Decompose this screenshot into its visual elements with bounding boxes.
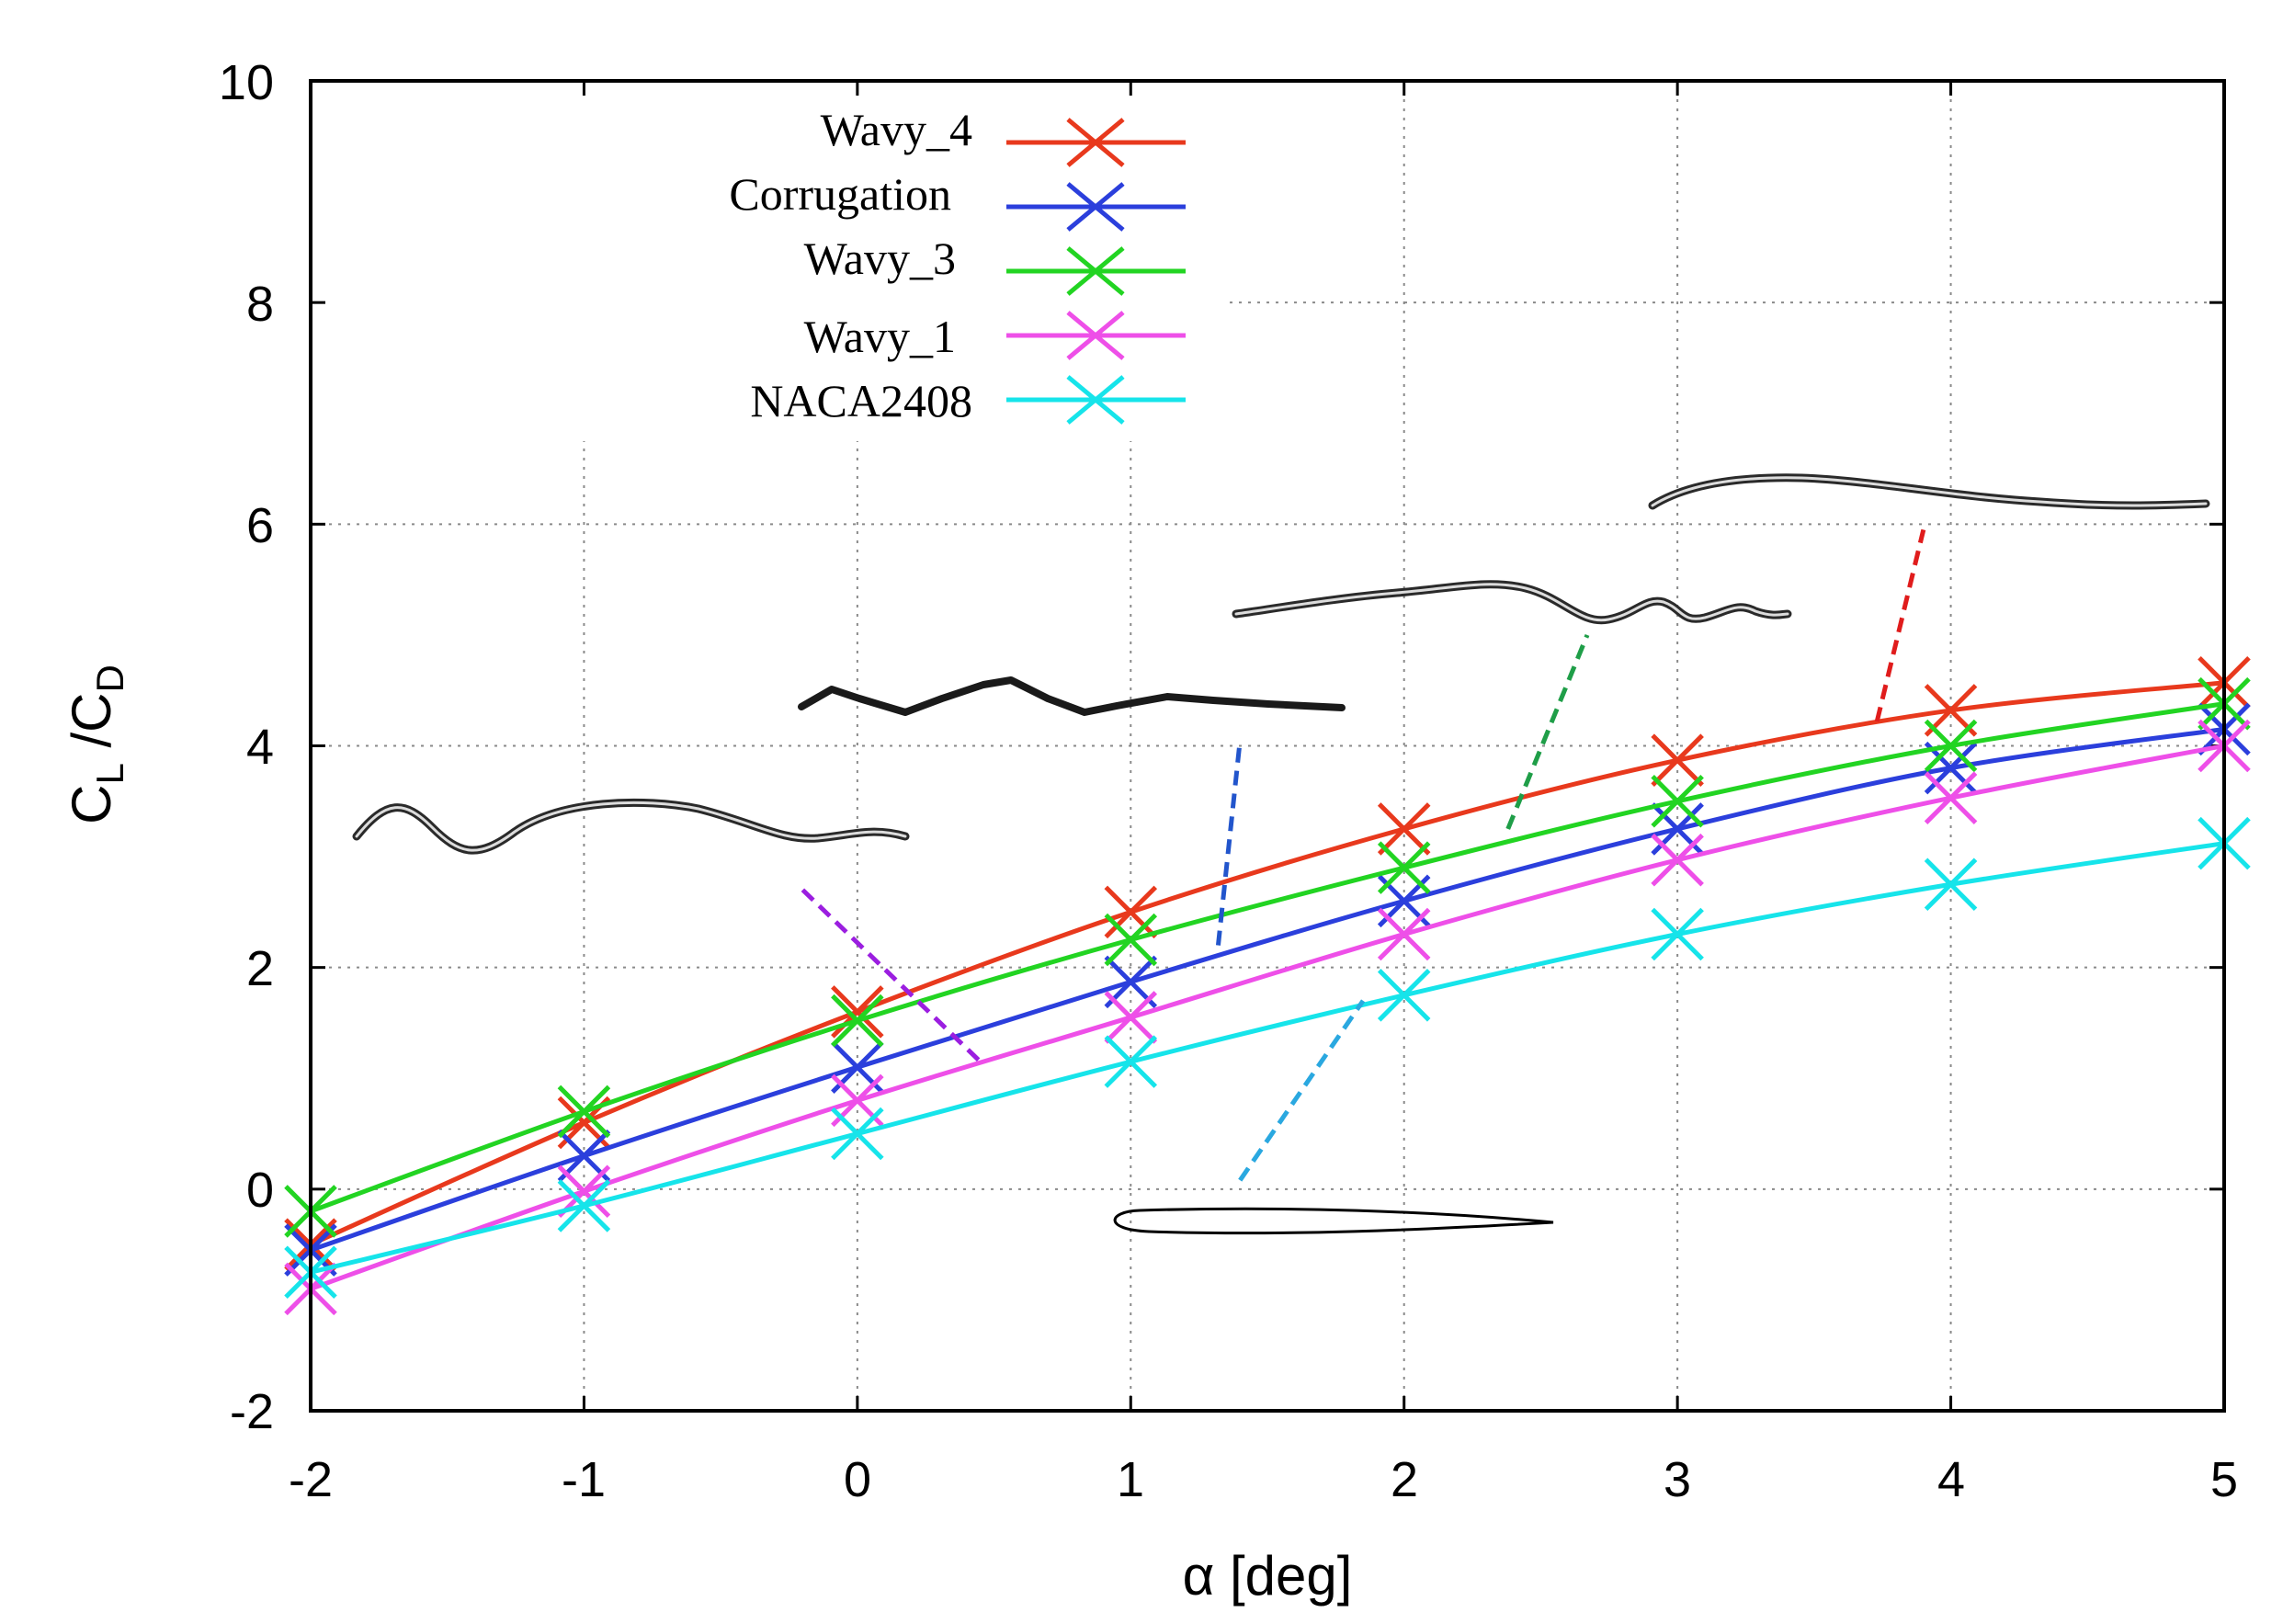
legend-entry-wavy-4: Wavy_4 bbox=[821, 104, 1186, 167]
leader-wavy-1-profile bbox=[801, 888, 982, 1063]
leader-wavy-3-profile bbox=[1505, 633, 1590, 830]
data-point-marker bbox=[831, 1107, 884, 1161]
series-corrugation bbox=[284, 702, 2251, 1277]
data-point-marker bbox=[1104, 885, 1158, 939]
data-point-marker bbox=[831, 985, 884, 1039]
series-line bbox=[310, 726, 2225, 1253]
legend-swatch-marker bbox=[1066, 311, 1125, 360]
legend-label: Wavy_1 bbox=[804, 311, 956, 362]
profile-wavy-3 bbox=[1232, 580, 1792, 625]
profile-naca2408 bbox=[1113, 1207, 1554, 1235]
y-axis-title-main: C bbox=[61, 785, 122, 824]
data-point-marker bbox=[1924, 857, 1978, 911]
legend-label: Wavy_3 bbox=[804, 233, 956, 284]
x-tick-label: 5 bbox=[2210, 1452, 2238, 1507]
leader-naca2408-profile bbox=[1238, 999, 1366, 1182]
data-point-marker bbox=[1377, 907, 1431, 961]
y-axis-title-sub-d: D bbox=[88, 664, 131, 692]
series-wavy_3 bbox=[284, 676, 2251, 1238]
series-line bbox=[310, 744, 2225, 1291]
legend-entry-wavy-1: Wavy_1 bbox=[804, 311, 1186, 362]
legend-entry-naca2408: NACA2408 bbox=[750, 375, 1186, 426]
data-point-marker bbox=[1104, 913, 1158, 967]
data-point-marker bbox=[1924, 719, 1978, 773]
y-tick-label: 6 bbox=[246, 498, 274, 553]
data-point-marker bbox=[557, 1085, 611, 1139]
data-point-marker bbox=[1104, 991, 1158, 1044]
data-point-marker bbox=[1377, 969, 1431, 1022]
legend-entry-corrugation: Corrugation bbox=[729, 168, 1186, 232]
legend: Wavy_4 Corrugation Wavy_3 Wavy_1 NACA240… bbox=[729, 104, 1186, 426]
y-tick-label: 10 bbox=[219, 55, 274, 110]
legend-swatch-marker bbox=[1066, 118, 1125, 167]
leader-corrugation-profile bbox=[1215, 740, 1243, 946]
x-tick-label: 2 bbox=[1391, 1452, 1418, 1507]
data-point-marker bbox=[1377, 802, 1431, 856]
y-axis-title-sub-l: L bbox=[88, 763, 131, 784]
x-axis-title: α [deg] bbox=[1183, 1545, 1353, 1607]
x-tick-label: 4 bbox=[1937, 1452, 1965, 1507]
data-point-marker bbox=[1651, 733, 1704, 787]
series-line bbox=[310, 701, 2225, 1214]
x-tick-label: 0 bbox=[844, 1452, 871, 1507]
y-tick-label: -2 bbox=[230, 1384, 274, 1439]
data-point-marker bbox=[1377, 841, 1431, 894]
legend-label: NACA2408 bbox=[750, 375, 972, 426]
legend-label: Wavy_4 bbox=[821, 104, 972, 155]
data-point-marker bbox=[1651, 833, 1704, 887]
x-tick-label: -2 bbox=[289, 1452, 333, 1507]
data-point-marker bbox=[1924, 771, 1978, 824]
legend-swatch-marker bbox=[1066, 375, 1125, 425]
x-tick-label: 3 bbox=[1664, 1452, 1691, 1507]
y-tick-labels: -2 0 2 4 6 8 10 bbox=[219, 55, 274, 1439]
legend-swatch-marker bbox=[1066, 182, 1125, 232]
y-tick-label: 0 bbox=[246, 1163, 274, 1218]
data-point-marker bbox=[1651, 907, 1704, 961]
x-tick-label: 1 bbox=[1117, 1452, 1144, 1507]
data-point-marker bbox=[1104, 1035, 1158, 1088]
y-tick-label: 2 bbox=[246, 941, 274, 996]
y-tick-label: 4 bbox=[246, 720, 274, 775]
x-tick-labels: -2 -1 0 1 2 3 4 5 bbox=[289, 1452, 2238, 1507]
profile-wavy-1 bbox=[352, 798, 910, 855]
legend-label: Corrugation bbox=[729, 168, 951, 220]
profile-corrugation bbox=[798, 676, 1346, 716]
y-axis-title-sep: /C bbox=[61, 692, 122, 763]
series-line bbox=[309, 680, 2225, 1247]
x-tick-label: -1 bbox=[562, 1452, 606, 1507]
y-axis-title: CL /CD bbox=[61, 664, 131, 824]
plot-frame bbox=[309, 79, 2226, 1413]
legend-swatch-marker bbox=[1066, 246, 1125, 296]
svg-text:CL /CD: CL /CD bbox=[61, 664, 131, 824]
series-line bbox=[310, 841, 2225, 1275]
data-point-marker bbox=[1651, 775, 1704, 828]
legend-entry-wavy-3: Wavy_3 bbox=[804, 233, 1186, 296]
annotation-leaders bbox=[801, 528, 1926, 1182]
data-point-marker bbox=[557, 1179, 611, 1232]
y-tick-label: 8 bbox=[246, 277, 274, 332]
profile-wavy-4 bbox=[1648, 473, 2210, 510]
data-point-marker bbox=[831, 994, 884, 1048]
leader-wavy-4-profile bbox=[1874, 528, 1926, 722]
